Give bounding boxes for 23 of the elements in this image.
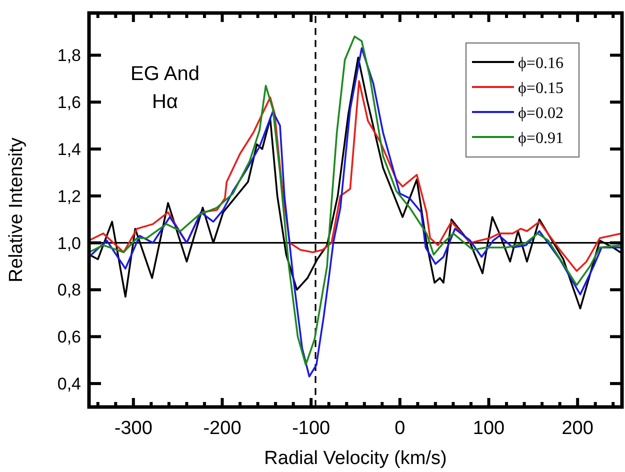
annotation: EG And [130,63,200,85]
y-tick-label: 1,8 [57,46,81,66]
y-tick-label: 1,6 [57,93,81,112]
y-tick-label: 0,4 [57,374,81,394]
y-tick-label: 1,2 [57,186,81,206]
y-tick-label: 0,8 [57,280,81,300]
x-tick-label: 200 [562,418,594,439]
x-tick-label: 100 [472,418,505,439]
x-tick-label: -300 [114,418,152,439]
x-axis-title: Radial Velocity (km/s) [264,448,447,469]
legend-label: ϕ=0.16 [518,55,564,72]
x-tick-label: 0 [394,418,406,439]
y-tick-label: 1,4 [57,140,81,160]
x-tick-label: -100 [292,418,330,439]
legend-label: ϕ=0.02 [518,105,564,122]
legend-label: ϕ=0.91 [518,130,564,147]
annotation: Hα [152,91,178,113]
y-tick-label: 1,0 [57,234,81,253]
y-tick-label: 0,6 [57,328,81,347]
line-series [89,80,622,272]
legend-label: ϕ=0.15 [518,80,564,97]
x-tick-label: -200 [203,418,242,439]
y-axis-title: Relative Intensity [6,137,27,282]
